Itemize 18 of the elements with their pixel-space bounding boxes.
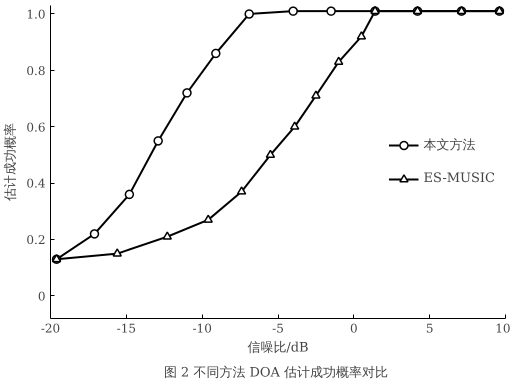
y-tick-label: 1.0 bbox=[26, 7, 46, 22]
x-tick-label: 10 bbox=[495, 322, 511, 336]
y-tick-label: 0.2 bbox=[26, 233, 46, 248]
x-tick-label: -15 bbox=[116, 322, 136, 336]
legend-label: 本文方法 bbox=[423, 136, 476, 154]
y-tick-label: 0.4 bbox=[26, 176, 46, 191]
x-axis-title: 信噪比/dB bbox=[247, 340, 309, 356]
x-tick-label: 0 bbox=[350, 322, 358, 336]
legend-label: ES-MUSIC bbox=[423, 171, 495, 186]
x-tick-label: -5 bbox=[272, 322, 284, 336]
y-tick-label: 0.8 bbox=[26, 64, 46, 78]
y-axis-title: 估计成功概率 bbox=[2, 123, 18, 202]
x-tick-label: -20 bbox=[40, 322, 60, 336]
caption: 图 2 不同方法 DOA 估计成功概率对比 bbox=[164, 364, 388, 380]
y-tick-label: 0 bbox=[38, 289, 46, 304]
x-tick-label: -10 bbox=[192, 322, 212, 336]
x-tick-label: 5 bbox=[426, 322, 434, 336]
y-tick-label: 0.6 bbox=[26, 120, 46, 134]
